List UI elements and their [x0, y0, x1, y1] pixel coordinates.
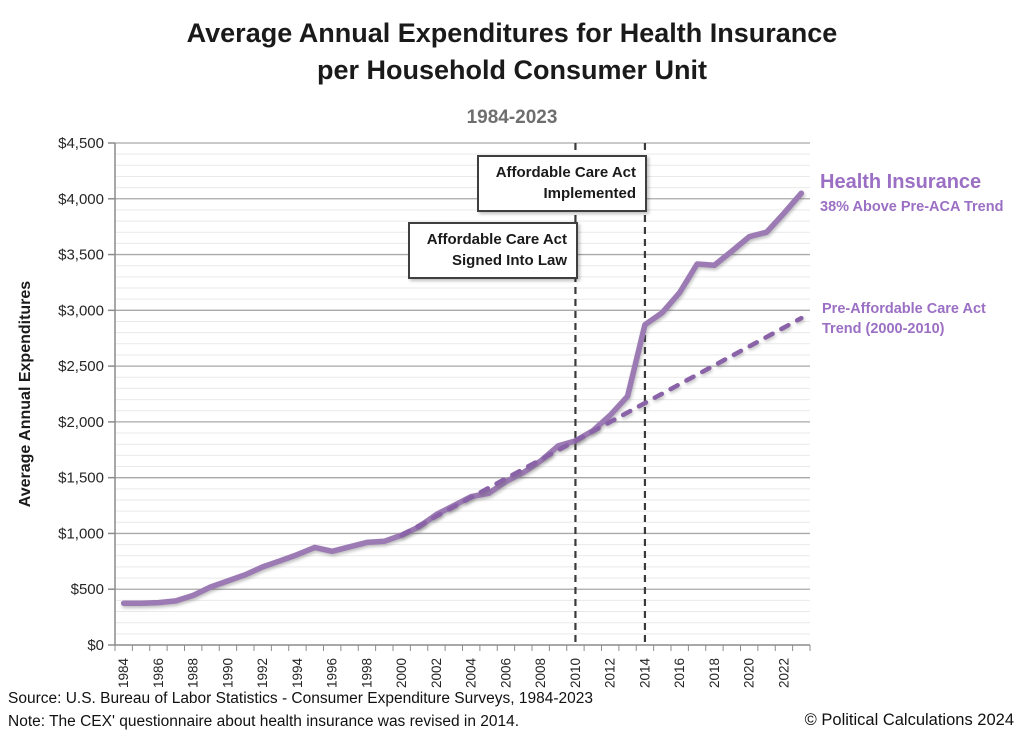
- y-tick-label: $0: [87, 637, 104, 654]
- trend-label-pre-aca: Pre-Affordable Care Act Trend (2000-2010…: [822, 299, 986, 339]
- y-tick-label: $1,500: [58, 470, 104, 487]
- chart-title: Average Annual Expenditures for Health I…: [0, 15, 1024, 89]
- annotation-aca-signed: Affordable Care Act Signed Into Law: [408, 222, 578, 279]
- annotation-aca-implemented-line2: Implemented: [543, 185, 636, 202]
- annotation-aca-implemented: Affordable Care Act Implemented: [477, 155, 647, 212]
- note-text: Note: The CEX' questionnaire about healt…: [8, 713, 520, 730]
- source-text: Source: U.S. Bureau of Labor Statistics …: [8, 690, 593, 707]
- series-label-title: Health Insurance: [820, 171, 982, 193]
- x-tick-label: 2012: [603, 658, 618, 688]
- x-tick-label: 1988: [186, 658, 201, 688]
- x-tick-label: 1992: [255, 658, 270, 688]
- y-tick-label: $1,000: [58, 525, 104, 542]
- x-tick-label: 1990: [220, 658, 235, 688]
- y-axis-title: Average Annual Expenditures: [17, 281, 34, 508]
- x-tick-label: 2010: [568, 658, 583, 688]
- x-tick-label: 2000: [394, 658, 409, 688]
- x-tick-label: 1984: [116, 658, 131, 689]
- y-tick-label: $3,500: [58, 247, 104, 264]
- chart-title-line2: per Household Consumer Unit: [316, 55, 708, 85]
- trend-label-line1: Pre-Affordable Care Act: [822, 301, 986, 317]
- trend-label-line2: Trend (2000-2010): [822, 321, 945, 337]
- x-tick-label: 2014: [637, 658, 652, 689]
- copyright-text: © Political Calculations 2024: [804, 711, 1014, 729]
- chart-title-line1: Average Annual Expenditures for Health I…: [186, 18, 838, 48]
- health-insurance-line: [120, 190, 805, 606]
- annotation-aca-signed-line1: Affordable Care Act: [426, 231, 567, 248]
- x-tick-label: 1996: [325, 658, 340, 688]
- y-tick-label: $500: [71, 581, 104, 598]
- y-tick-label: $4,500: [58, 135, 104, 152]
- x-tick-label: 2018: [707, 658, 722, 688]
- x-tick-label: 2022: [776, 658, 791, 688]
- x-tick-label: 2004: [464, 658, 479, 689]
- y-tick-label: $2,000: [58, 414, 104, 431]
- chart-subtitle: 1984-2023: [466, 107, 558, 128]
- x-tick-label: 1994: [290, 658, 305, 689]
- x-tick-label: 1986: [151, 658, 166, 688]
- x-tick-label: 2016: [672, 658, 687, 688]
- series-label-subtitle: 38% Above Pre-ACA Trend: [820, 199, 1004, 215]
- annotation-aca-implemented-line1: Affordable Care Act: [495, 164, 636, 181]
- x-tick-label: 2008: [533, 658, 548, 688]
- x-tick-label: 2020: [742, 658, 757, 688]
- x-tick-label: 1998: [359, 658, 374, 688]
- series-label-health-insurance: Health Insurance 38% Above Pre-ACA Trend: [820, 170, 1003, 217]
- x-tick-label: 2006: [498, 658, 513, 688]
- y-tick-label: $2,500: [58, 358, 104, 375]
- x-tick-label: 2002: [429, 658, 444, 688]
- y-tick-label: $3,000: [58, 302, 104, 319]
- pre-aca-trend-line: [399, 315, 804, 538]
- annotation-aca-signed-line2: Signed Into Law: [452, 252, 567, 269]
- y-tick-label: $4,000: [58, 191, 104, 208]
